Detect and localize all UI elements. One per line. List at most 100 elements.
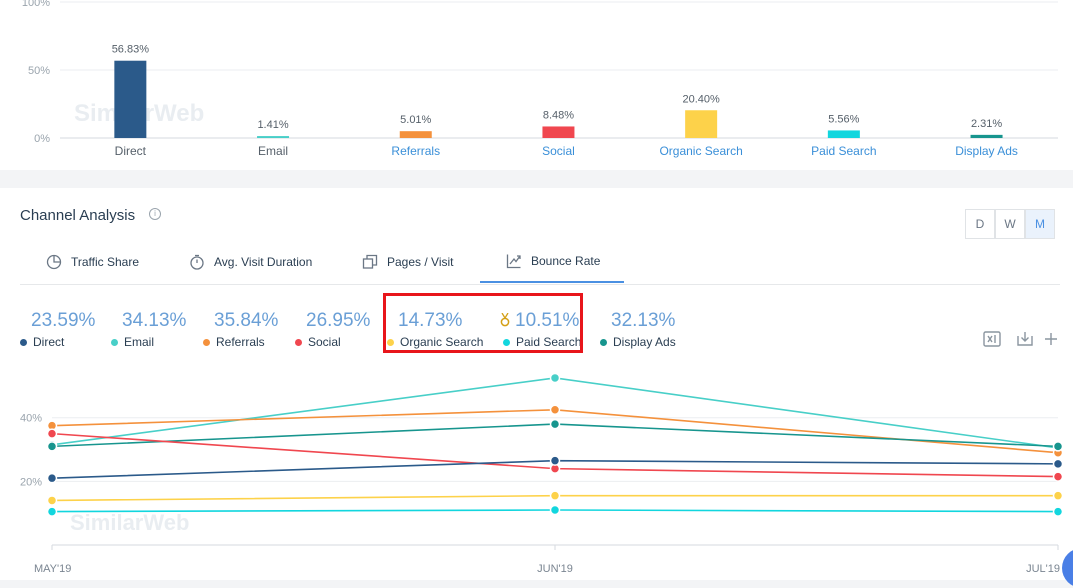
bar: [542, 126, 575, 138]
excel-export-icon[interactable]: [983, 330, 1001, 348]
data-point: [549, 504, 561, 516]
category-label: Organic Search: [659, 144, 742, 158]
category-label: Paid Search: [811, 144, 876, 158]
data-point: [46, 506, 58, 517]
legend-dot: [600, 338, 607, 346]
data-label: 5.56%: [828, 113, 859, 125]
data-point: [549, 490, 561, 501]
legend-item-referrals[interactable]: 35.84% Referrals: [203, 310, 278, 349]
legend-label: Social: [308, 335, 341, 349]
scroll-button[interactable]: [1062, 548, 1073, 588]
y-tick-label: 20%: [20, 476, 42, 488]
tab-bounce-rate[interactable]: Bounce Rate: [480, 240, 624, 283]
legend-label: Direct: [33, 335, 65, 349]
bar: [399, 131, 432, 138]
data-point: [1052, 506, 1064, 517]
granularity-monthly-button[interactable]: M: [1025, 209, 1055, 239]
granularity-weekly-button[interactable]: W: [995, 209, 1025, 239]
category-label: Referrals: [391, 144, 440, 158]
bounce-icon: [506, 254, 521, 268]
legend-label: Email: [124, 335, 155, 349]
data-point: [549, 372, 561, 384]
data-label: 56.83%: [112, 44, 150, 56]
legend-item-social[interactable]: 26.95% Social: [295, 310, 370, 349]
data-point: [549, 418, 561, 430]
bar: [257, 136, 290, 138]
data-point: [1052, 471, 1064, 482]
category-label: Social: [542, 144, 575, 158]
tab-label: Traffic Share: [71, 254, 140, 269]
channel-analysis-card: [0, 188, 1073, 580]
y-tick-label: 40%: [20, 413, 42, 425]
category-label: Display Ads: [955, 144, 1018, 158]
bounce-rate-line-chart: SimilarWeb 40% 20% MAY'19 JUN'19 JUL'19: [20, 372, 1064, 575]
legend-label: Paid Search: [516, 335, 582, 349]
tab-pages-per-visit[interactable]: Pages / Visit: [362, 240, 453, 283]
y-tick-label: 0%: [34, 133, 50, 145]
data-point: [1052, 458, 1064, 470]
medal-icon: [500, 313, 510, 327]
download-icon[interactable]: [1016, 330, 1034, 348]
bar: [970, 134, 1003, 138]
stopwatch-icon: [190, 254, 204, 270]
data-point: [549, 455, 561, 466]
x-tick-label: MAY'19: [34, 563, 71, 575]
legend-value: 34.13%: [122, 310, 187, 331]
legend-value: 32.13%: [611, 310, 676, 331]
tab-label: Pages / Visit: [387, 254, 454, 269]
legend-value: 23.59%: [31, 310, 96, 331]
tab-label: Bounce Rate: [531, 253, 601, 268]
tab-label: Avg. Visit Duration: [214, 254, 313, 269]
legend-dot: [111, 338, 118, 346]
watermark: SimilarWeb: [70, 510, 189, 535]
plus-icon[interactable]: [1042, 330, 1060, 348]
pie-chart-icon: [46, 254, 62, 269]
category-label: Direct: [115, 144, 147, 158]
y-tick-label: 100%: [22, 0, 50, 9]
traffic-sources-card: SimilarWeb 100%50%0%56.83%Direct1.41%Ema…: [0, 0, 1073, 170]
legend-value: 10.51%: [515, 310, 580, 331]
data-label: 5.01%: [400, 114, 431, 126]
bar: [827, 130, 860, 138]
data-point: [46, 428, 58, 439]
x-tick-label: JUL'19: [1026, 563, 1060, 575]
legend-label: Organic Search: [400, 335, 484, 349]
highlight-box: [383, 293, 583, 353]
legend-value: 14.73%: [398, 310, 463, 331]
data-point: [46, 441, 58, 452]
legend-label: Referrals: [216, 335, 265, 349]
legend-dot: [387, 338, 394, 346]
legend-item-email[interactable]: 34.13% Email: [111, 310, 186, 349]
legend-item-display-ads[interactable]: 32.13% Display Ads: [600, 310, 676, 349]
legend-dot: [503, 338, 510, 346]
legend-item-organic-search[interactable]: 14.73% Organic Search: [387, 310, 483, 349]
data-label: 20.40%: [682, 93, 720, 105]
legend-item-direct[interactable]: 23.59% Direct: [20, 310, 95, 349]
granularity-toggle: D W M: [965, 209, 1055, 239]
traffic-sources-bar-chart: SimilarWeb 100%50%0%56.83%Direct1.41%Ema…: [22, 0, 1058, 158]
tab-traffic-share[interactable]: Traffic Share: [46, 240, 139, 283]
pages-icon: [362, 254, 378, 269]
data-point: [549, 404, 561, 416]
granularity-daily-button[interactable]: D: [965, 209, 995, 239]
legend-label: Display Ads: [613, 335, 676, 349]
info-icon[interactable]: i: [149, 208, 161, 220]
data-label: 2.31%: [971, 118, 1002, 130]
bar: [685, 110, 718, 138]
series-line: [51, 408, 1059, 454]
legend-value: 35.84%: [214, 310, 279, 331]
y-tick-label: 50%: [28, 65, 50, 77]
bar: [114, 60, 147, 139]
data-point: [46, 472, 58, 484]
legend-item-paid-search[interactable]: 10.51% Paid Search: [503, 310, 581, 349]
data-point: [1052, 490, 1064, 501]
tab-avg-visit-duration[interactable]: Avg. Visit Duration: [189, 240, 312, 283]
legend-dot: [295, 338, 302, 346]
section-title: Channel Analysis: [20, 207, 136, 224]
data-label: 1.41%: [257, 119, 288, 131]
legend-dot: [203, 338, 210, 346]
data-point: [1052, 441, 1064, 452]
data-point: [46, 495, 58, 506]
legend-value: 26.95%: [306, 310, 371, 331]
data-label: 8.48%: [543, 109, 574, 121]
